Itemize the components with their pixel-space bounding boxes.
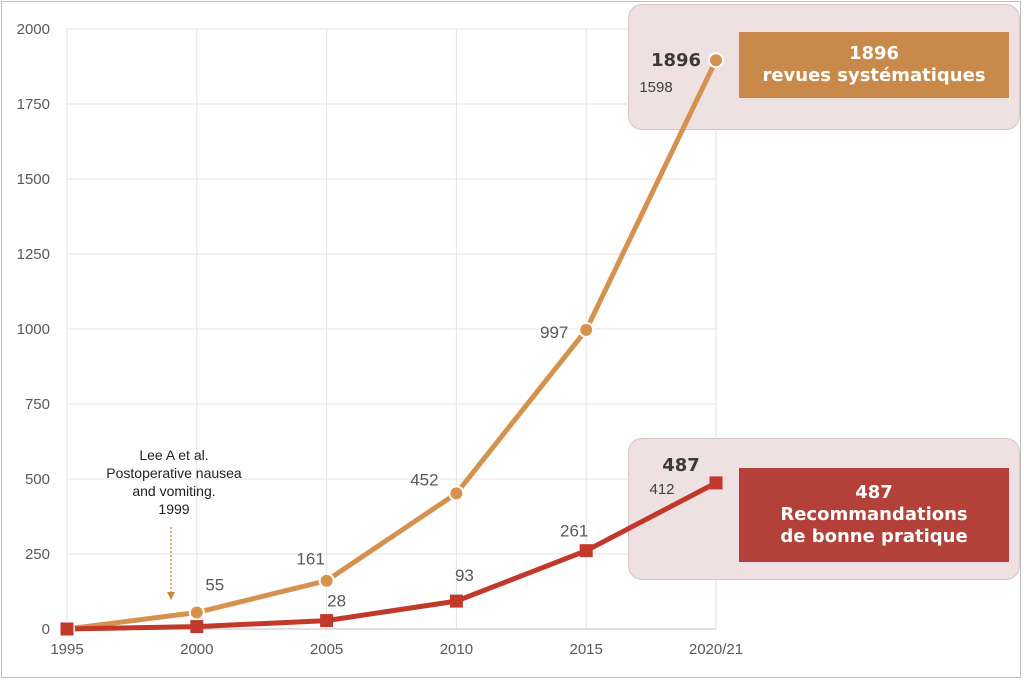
guidelines-previous-value: 412: [649, 481, 674, 498]
reviews-data-label: 452: [410, 470, 438, 489]
y-tick-label: 0: [42, 621, 50, 638]
guidelines-point: [579, 544, 593, 558]
x-tick-label: 2010: [440, 641, 473, 658]
x-tick-label: 2015: [570, 641, 603, 658]
x-tick-label: 2020/21: [689, 641, 743, 658]
guidelines-point: [449, 594, 463, 608]
reviews-previous-value: 1598: [639, 79, 672, 96]
y-tick-label: 1750: [17, 96, 50, 113]
series-lines: [66, 59, 719, 632]
y-tick-label: 250: [25, 546, 50, 563]
y-tick-label: 750: [25, 396, 50, 413]
reviews-callout-text: revues systématiques: [762, 65, 986, 86]
annotation-lee-1999: Lee A et al. Postoperative nausea and vo…: [106, 447, 242, 600]
reviews-point: [318, 572, 335, 589]
reviews-point: [448, 485, 465, 502]
x-tick-label: 1995: [50, 641, 83, 658]
x-tick-label: 2005: [310, 641, 343, 658]
reviews-callout-box: 1896 revues systématiques: [739, 32, 1009, 98]
annotation-line-3: and vomiting.: [132, 483, 215, 499]
annotation-arrowhead: [167, 592, 175, 600]
reviews-final-value: 1896: [651, 50, 701, 71]
reviews-point: [578, 321, 595, 338]
reviews-point: [188, 604, 205, 621]
y-tick-label: 2000: [17, 21, 50, 38]
guidelines-series-line: [66, 480, 718, 632]
x-axis: 1995 2000 2005 2010 2015 2020/21: [50, 628, 743, 658]
reviews-data-label: 161: [296, 550, 324, 569]
guidelines-data-label: 28: [327, 592, 346, 611]
x-tick-label: 2000: [180, 641, 213, 658]
reviews-point: [708, 52, 724, 69]
annotation-line-2: Postoperative nausea: [106, 465, 242, 481]
reviews-data-label: 997: [540, 323, 568, 342]
guidelines-callout-count: 487: [855, 482, 893, 504]
data-labels: 55 161 452 997 28 93 261: [205, 323, 588, 611]
annotation-line-1: Lee A et al.: [139, 447, 208, 463]
reviews-callout-count: 1896: [848, 43, 900, 65]
guidelines-point: [60, 622, 74, 636]
guidelines-final-value: 487: [662, 455, 700, 476]
reviews-data-label: 55: [205, 576, 224, 595]
y-tick-label: 1000: [17, 321, 50, 338]
series-markers: [59, 52, 724, 637]
guidelines-callout-line1: Recommandations: [780, 504, 968, 526]
guidelines-point: [709, 476, 723, 490]
guidelines-data-label: 261: [560, 522, 588, 541]
y-axis: 0 250 500 750 1000 1250 1500 1750 2000: [17, 21, 50, 638]
reviews-series-line: [66, 59, 719, 632]
guidelines-point: [190, 620, 204, 634]
guidelines-data-label: 93: [455, 566, 474, 585]
annotation-line-4: 1999: [158, 501, 189, 517]
guidelines-callout-line2: de bonne pratique: [780, 525, 968, 547]
y-tick-label: 500: [25, 471, 50, 488]
guidelines-point: [320, 614, 334, 628]
y-tick-label: 1250: [17, 246, 50, 263]
guidelines-callout-box: 487 Recommandations de bonne pratique: [739, 468, 1009, 562]
y-tick-label: 1500: [17, 171, 50, 188]
